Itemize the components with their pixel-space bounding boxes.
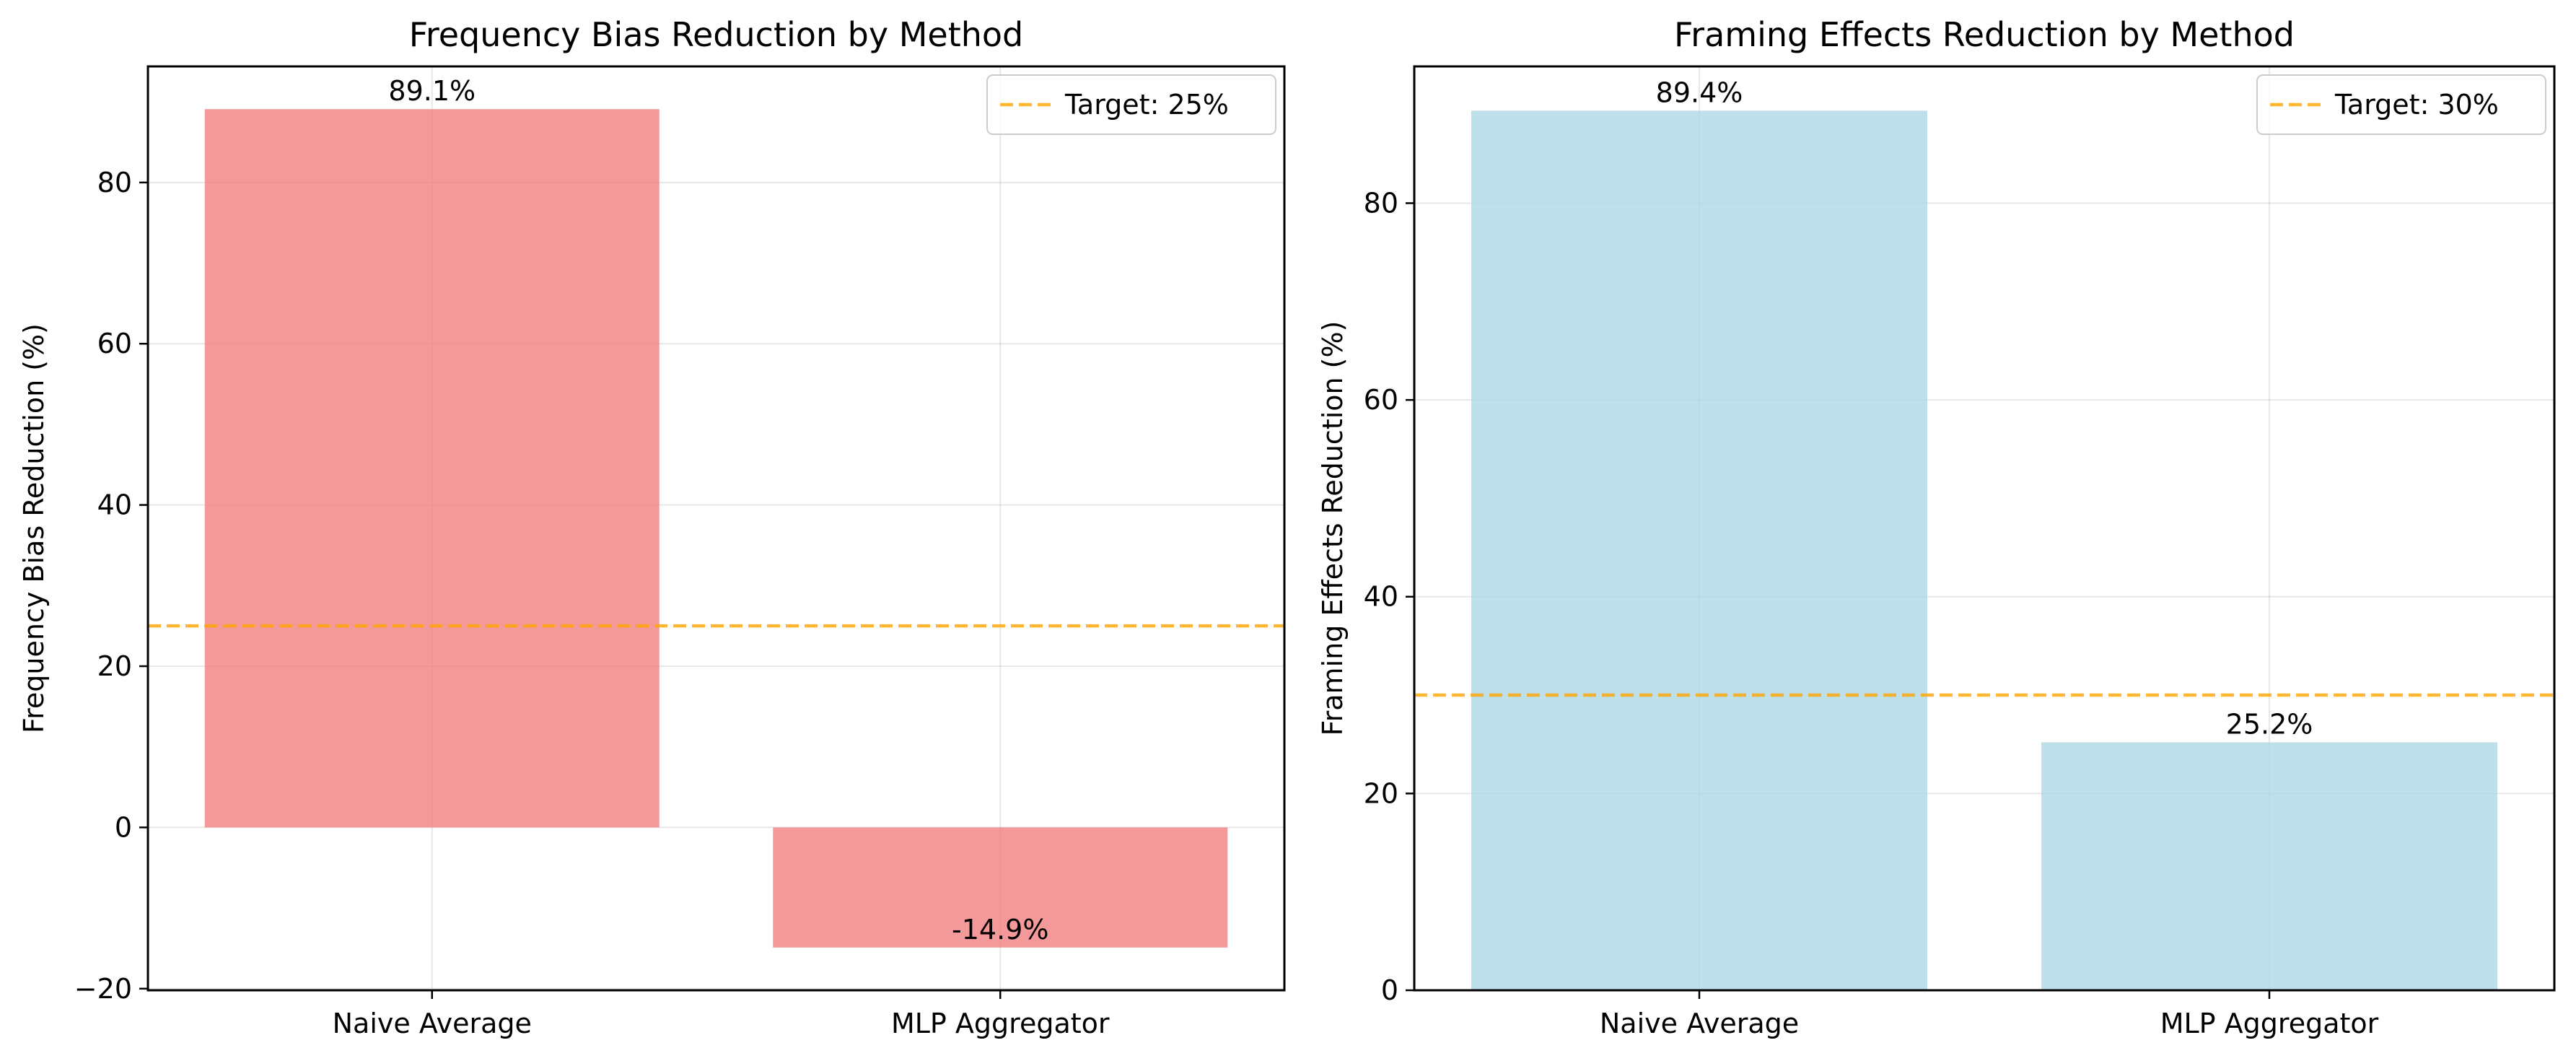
y-tick-label: 60	[1364, 384, 1398, 416]
data-label: -14.9%	[952, 914, 1048, 946]
data-label: 25.2%	[2226, 708, 2313, 740]
chart-title: Framing Effects Reduction by Method	[1674, 15, 2295, 54]
y-tick-label: 20	[97, 650, 132, 682]
chart-panel-2: 89.4% 25.2% 0 20 40 60 80 Naive Average MLP Aggr…	[1317, 15, 2556, 1039]
plot-frame	[1413, 65, 2556, 992]
x-tick-label: Naive Average	[333, 1008, 532, 1039]
data-label: 89.4%	[1656, 77, 1743, 108]
x-tick-label: MLP Aggregator	[2160, 1008, 2379, 1039]
legend-box	[2256, 74, 2546, 135]
bar-mlp-aggregator	[2041, 742, 2497, 990]
y-tick-label: 0	[115, 811, 132, 843]
y-tick-label: 40	[97, 489, 132, 521]
y-tick-label: 40	[1364, 581, 1398, 613]
x-tick-label: Naive Average	[1600, 1008, 1799, 1039]
y-tick-label: 20	[1364, 777, 1398, 809]
y-tick-label: 0	[1381, 974, 1398, 1006]
legend: Target: 25%	[986, 74, 1276, 135]
legend-box	[986, 74, 1276, 135]
data-label: 89.1%	[388, 75, 476, 107]
plot-frame	[146, 65, 1286, 992]
x-tick-label: MLP Aggregator	[891, 1008, 1110, 1039]
legend-label: Target: 25%	[1064, 89, 1229, 121]
legend: Target: 30%	[2256, 74, 2546, 135]
bar-naive-average	[204, 109, 660, 828]
y-axis-label: Framing Effects Reduction (%)	[1317, 321, 1349, 736]
y-tick-label: 60	[97, 328, 132, 359]
legend-label: Target: 30%	[2334, 89, 2499, 121]
chart-title: Frequency Bias Reduction by Method	[409, 15, 1024, 54]
y-tick-label: 80	[97, 167, 132, 198]
bar-naive-average	[1471, 110, 1927, 991]
bar-mlp-aggregator	[773, 827, 1228, 948]
y-tick-label: 80	[1364, 187, 1398, 219]
y-tick-label: −20	[74, 973, 132, 1005]
chart-panel-1: 89.1% -14.9% −20 0 20 40 60 80 Naive Average MLP …	[18, 15, 1286, 1039]
y-axis-label: Frequency Bias Reduction (%)	[18, 323, 50, 733]
